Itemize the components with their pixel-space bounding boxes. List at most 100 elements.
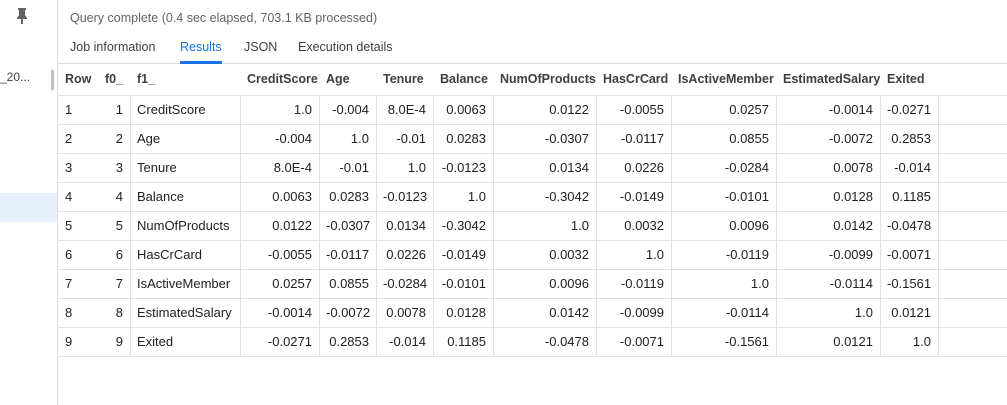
cell: -0.0284 xyxy=(383,276,428,291)
cell: 0.1185 xyxy=(892,189,931,204)
cell: 0.0128 xyxy=(446,305,486,320)
cell: -0.1561 xyxy=(887,276,932,291)
sidebar-item[interactable]: _20... xyxy=(0,70,31,84)
column-border xyxy=(880,95,881,356)
cell: -0.0478 xyxy=(544,334,589,349)
row-border xyxy=(58,182,1007,183)
cell: -0.0099 xyxy=(828,247,873,262)
cell: 4 xyxy=(65,189,73,204)
cell: 5 xyxy=(65,218,73,233)
cell: -0.0117 xyxy=(620,131,664,146)
tab[interactable]: Execution details xyxy=(298,40,393,54)
tab[interactable]: JSON xyxy=(244,40,278,54)
cell: 0.0128 xyxy=(833,189,873,204)
cell: 7 xyxy=(65,276,73,291)
column-header[interactable]: Row xyxy=(65,72,92,86)
column-header[interactable]: Age xyxy=(326,72,350,86)
column-header[interactable]: f0_ xyxy=(105,72,124,86)
column-header[interactable]: EstimatedSalary xyxy=(783,72,880,86)
cell: 1.0 xyxy=(570,218,589,233)
selected-item[interactable] xyxy=(0,193,57,222)
cell: -0.1561 xyxy=(724,334,769,349)
column-border xyxy=(938,95,939,356)
cell: 0.0096 xyxy=(549,276,589,291)
cell: -0.0478 xyxy=(887,218,932,233)
column-border xyxy=(319,95,320,356)
cell: 0.0283 xyxy=(446,131,486,146)
cell: -0.3042 xyxy=(544,189,589,204)
tab[interactable]: Job information xyxy=(70,40,156,54)
column-header[interactable]: Exited xyxy=(887,72,925,86)
column-border xyxy=(776,95,777,356)
column-header[interactable]: Tenure xyxy=(383,72,424,86)
cell: 3 xyxy=(65,160,73,175)
cell: -0.0149 xyxy=(441,247,486,262)
cell: 6 xyxy=(115,247,123,262)
tab[interactable]: Results xyxy=(180,39,222,64)
cell: 1.0 xyxy=(645,247,664,262)
cell: 1.0 xyxy=(350,131,369,146)
cell: -0.014 xyxy=(894,160,931,175)
pin-icon[interactable] xyxy=(15,7,29,25)
column-header[interactable]: Balance xyxy=(440,72,488,86)
cell: 3 xyxy=(115,160,123,175)
cell: -0.004 xyxy=(332,102,369,117)
cell: -0.0072 xyxy=(326,305,371,320)
cell: 0.0063 xyxy=(446,102,486,117)
column-border xyxy=(433,95,434,356)
column-header[interactable]: CreditScore xyxy=(247,72,318,86)
column-header[interactable]: IsActiveMember xyxy=(678,72,774,86)
cell: -0.0271 xyxy=(267,334,312,349)
cell: 0.0122 xyxy=(549,102,589,117)
cell: 0.0078 xyxy=(833,160,873,175)
row-border xyxy=(58,327,1007,328)
cell: -0.0284 xyxy=(724,160,769,175)
cell: 2 xyxy=(65,131,73,146)
cell: 5 xyxy=(115,218,123,233)
column-border xyxy=(671,95,672,356)
cell: EstimatedSalary xyxy=(137,305,232,320)
row-border xyxy=(58,269,1007,270)
cell: Balance xyxy=(137,189,184,204)
cell: Exited xyxy=(137,334,174,349)
column-border xyxy=(596,95,597,356)
cell: 0.2853 xyxy=(329,334,369,349)
row-border xyxy=(58,211,1007,212)
results-table: Row f0_ f1_ CreditScore Age Tenure Balance NumO… xyxy=(58,64,1007,405)
cell: 0.0096 xyxy=(729,218,769,233)
column-header[interactable]: NumOfProducts xyxy=(500,72,596,86)
cell: 0.0122 xyxy=(272,218,312,233)
cell: 0.0134 xyxy=(549,160,589,175)
cell: -0.0101 xyxy=(441,276,486,291)
column-border xyxy=(130,95,131,356)
cell: 1.0 xyxy=(407,160,426,175)
cell: -0.0055 xyxy=(619,102,664,117)
cell: 0.0283 xyxy=(329,189,369,204)
cell: 0.0078 xyxy=(386,305,426,320)
column-header[interactable]: HasCrCard xyxy=(603,72,669,86)
cell: 8 xyxy=(65,305,73,320)
cell: -0.0114 xyxy=(725,305,769,320)
column-header[interactable]: f1_ xyxy=(137,72,156,86)
cell: 0.0134 xyxy=(386,218,426,233)
cell: 9 xyxy=(65,334,73,349)
cell: -0.0101 xyxy=(724,189,769,204)
cell: 0.0142 xyxy=(833,218,873,233)
row-border xyxy=(58,356,1007,357)
cell: 8.0E-4 xyxy=(273,160,312,175)
cell: 1.0 xyxy=(750,276,769,291)
cell: 0.0855 xyxy=(729,131,769,146)
cell: 1 xyxy=(65,102,73,117)
cell: 0.0257 xyxy=(272,276,312,291)
cell: -0.004 xyxy=(275,131,312,146)
sidebar: _20... xyxy=(0,0,58,405)
row-border xyxy=(58,298,1007,299)
cell: 1.0 xyxy=(854,305,873,320)
cell: -0.0307 xyxy=(326,218,371,233)
cell: -0.01 xyxy=(396,131,426,146)
cell: 0.0142 xyxy=(549,305,589,320)
cell: 1 xyxy=(115,102,123,117)
cell: -0.0123 xyxy=(383,189,428,204)
cell: 0.0032 xyxy=(549,247,589,262)
